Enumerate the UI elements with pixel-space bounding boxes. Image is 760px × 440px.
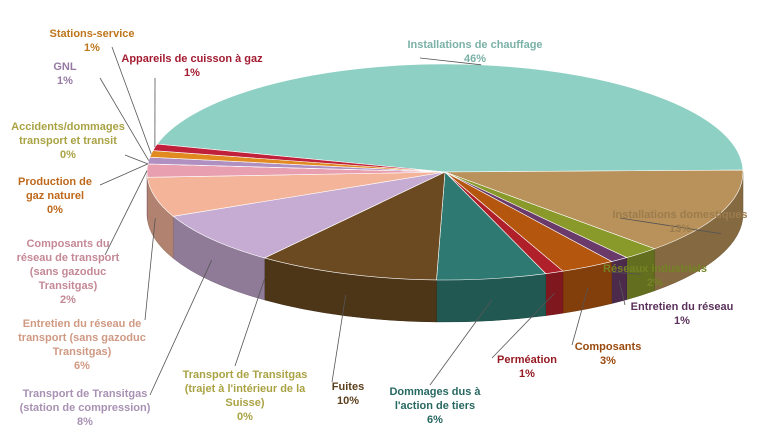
slice [444,169,744,250]
category-label: Production de gaz naturel [18,176,92,202]
value-label: 6% [427,414,443,426]
value-label: 1% [674,315,690,327]
slice-label: Perméation 1% [487,353,567,381]
leader-lines [99,46,722,396]
category-label: GNL [53,61,77,73]
leader-line [609,271,642,275]
category-label: Transport de Transitgas (trajet à l'inté… [182,369,308,409]
leader-line [331,294,347,383]
value-label: 0% [47,204,63,216]
category-label: Installations de chauffage [407,39,543,51]
value-label: 1% [57,75,73,87]
value-label: 3% [600,355,616,367]
category-label: Entretien du réseau [630,301,734,313]
category-label: Stations-service [49,28,135,40]
slice-label: Composants du réseau de transport (sans … [12,237,124,307]
slice-label: Entretien du réseau 1% [622,300,742,328]
value-label: 1% [84,42,100,54]
category-label: Fuites [331,381,365,393]
category-label: Perméation [497,354,557,366]
leader-line [104,170,148,256]
leader-line [99,163,149,186]
leader-line [491,293,555,359]
leader-line [429,299,493,386]
category-label: Transport de Transitgas (station de comp… [19,388,151,414]
leader-line [234,278,265,367]
value-label: 46% [463,53,487,65]
slice [172,171,446,259]
value-label: 10% [336,395,360,407]
leader-line [99,77,150,161]
slice-side [436,273,546,323]
slice-label: Installations de chauffage 46% [385,38,565,66]
pie-sides [146,171,744,323]
leader-line [571,287,589,346]
slice-label: Stations-service 1% [32,27,152,55]
category-label: Entretien du réseau de transport (sans g… [18,318,146,358]
value-label: 0% [60,149,76,161]
category-label: Réseaux industriels [603,263,707,275]
slice-label: Réseaux industriels 2% [595,262,715,290]
slice [152,143,446,173]
slice-label: Entretien du réseau de transport (sans g… [12,317,152,373]
category-label: Dommages dus à l'action de tiers [389,386,481,412]
leader-line [419,57,482,66]
leader-line [149,260,213,396]
leader-line [111,46,152,155]
category-label: Installations domestiques [612,209,748,221]
slice [263,171,446,281]
value-label: 1% [184,67,200,79]
slice-label: Appareils de cuisson à gaz 1% [112,52,272,80]
value-label: 13% [668,223,692,235]
category-label: Accidents/dommages transport et transit [11,121,125,147]
value-label: 2% [647,277,663,289]
slice-label: Composants 3% [563,340,653,368]
category-label: Composants [574,341,642,353]
slice-label: Transport de Transitgas (trajet à l'inté… [170,368,320,424]
leader-line [619,217,722,235]
value-label: 6% [74,360,90,372]
pie-tops [146,63,744,281]
slice-label: Fuites 10% [318,380,378,408]
value-label: 1% [519,368,535,380]
slice-label: GNL 1% [45,60,85,88]
value-label: 8% [77,416,93,428]
leader-line [124,154,148,165]
leader-line [618,280,626,306]
value-label: 0% [237,411,253,423]
value-label: 2% [60,294,76,306]
slice-label: Installations domestiques 13% [605,208,755,236]
slice-label: Transport de Transitgas (station de comp… [5,387,165,429]
category-label: Composants du réseau de transport (sans … [16,238,120,292]
slice-label: Production de gaz naturel 0% [10,175,100,217]
leader-line [144,218,156,321]
category-label: Appareils de cuisson à gaz [121,53,263,65]
slice-label: Dommages dus à l'action de tiers 6% [380,385,490,427]
slice-label: Accidents/dommages transport et transit 0… [3,120,133,162]
